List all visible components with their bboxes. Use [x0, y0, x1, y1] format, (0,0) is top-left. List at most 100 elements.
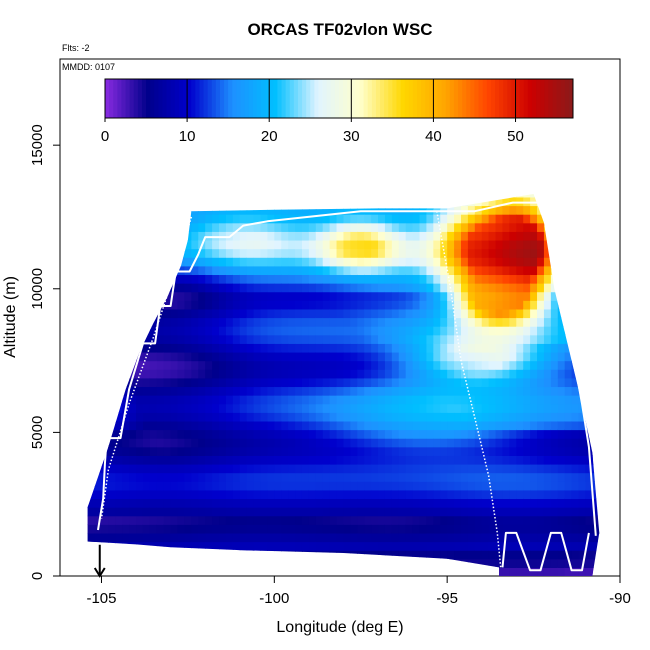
- colorbar-segment: [162, 79, 168, 118]
- heatmap-cell: [509, 550, 517, 560]
- heatmap-cell: [384, 317, 393, 327]
- heatmap-cell: [502, 438, 510, 448]
- heatmap-cell: [502, 317, 510, 327]
- heatmap-cell: [433, 351, 441, 362]
- heatmap-cell: [447, 351, 455, 362]
- heatmap-cell: [350, 265, 358, 276]
- heatmap-cell: [336, 334, 345, 344]
- heatmap-cell: [523, 550, 531, 560]
- heatmap-cell: [454, 343, 462, 353]
- heatmap-cell: [232, 222, 241, 232]
- heatmap-cell: [495, 334, 504, 344]
- heatmap-cell: [350, 360, 358, 370]
- heatmap-cell: [315, 481, 324, 491]
- heatmap-cell: [391, 420, 400, 431]
- heatmap-cell: [115, 455, 123, 465]
- heatmap-cell: [578, 438, 587, 448]
- heatmap-cell: [336, 481, 345, 491]
- heatmap-cell: [364, 291, 372, 301]
- heatmap-cell: [398, 283, 407, 293]
- heatmap-cell: [343, 498, 351, 508]
- heatmap-cell: [384, 205, 393, 215]
- heatmap-cell: [557, 334, 566, 344]
- heatmap-cell: [336, 257, 345, 267]
- heatmap-cell: [433, 257, 441, 267]
- heatmap-cell: [419, 334, 428, 344]
- heatmap-cell: [571, 455, 580, 465]
- heatmap-cell: [350, 239, 358, 250]
- colorbar-segment: [449, 79, 455, 118]
- heatmap-cell: [426, 343, 434, 353]
- heatmap-cell: [170, 532, 179, 543]
- heatmap-cell: [405, 283, 414, 293]
- heatmap-cell: [530, 283, 538, 293]
- colorbar-segment: [384, 79, 389, 118]
- heatmap-cell: [163, 541, 172, 551]
- heatmap-cell: [530, 222, 538, 232]
- heatmap-cell: [523, 360, 531, 370]
- heatmap-cell: [170, 291, 179, 301]
- heatmap-cell: [384, 429, 393, 439]
- heatmap-cell: [412, 231, 421, 241]
- heatmap-cell: [246, 403, 255, 413]
- heatmap-cell: [523, 283, 531, 293]
- heatmap-cell: [467, 446, 476, 456]
- heatmap-cell: [488, 412, 497, 422]
- heatmap-cell: [378, 532, 386, 543]
- colorbar-segment: [133, 79, 139, 118]
- heatmap-cell: [253, 317, 262, 327]
- heatmap-cell: [267, 455, 275, 465]
- heatmap-cell: [198, 369, 206, 379]
- heatmap-cell: [488, 283, 497, 293]
- heatmap-cell: [495, 524, 504, 534]
- heatmap-cell: [371, 239, 379, 250]
- heatmap-cell: [516, 463, 524, 474]
- heatmap-cell: [537, 248, 545, 258]
- heatmap-cell: [301, 438, 310, 448]
- heatmap-cell: [537, 274, 545, 284]
- heatmap-cell: [239, 429, 248, 439]
- heatmap-cell: [336, 386, 345, 396]
- heatmap-cell: [177, 343, 186, 353]
- heatmap-cell: [115, 507, 123, 517]
- heatmap-cell: [301, 403, 310, 413]
- heatmap-cell: [260, 446, 268, 456]
- heatmap-cell: [350, 498, 358, 508]
- heatmap-cell: [474, 265, 483, 276]
- heatmap-cell: [177, 308, 186, 319]
- heatmap-cell: [129, 386, 137, 396]
- heatmap-cell: [378, 481, 386, 491]
- heatmap-cell: [336, 507, 345, 517]
- heatmap-cell: [550, 308, 559, 319]
- heatmap-cell: [550, 403, 559, 413]
- heatmap-cell: [474, 455, 483, 465]
- heatmap-cell: [474, 507, 483, 517]
- heatmap-cell: [454, 472, 462, 482]
- heatmap-cell: [170, 403, 179, 413]
- heatmap-cell: [122, 524, 130, 534]
- heatmap-cell: [405, 334, 414, 344]
- heatmap-cell: [329, 274, 338, 284]
- heatmap-cell: [481, 524, 490, 534]
- heatmap-cell: [357, 214, 365, 224]
- heatmap-cell: [232, 239, 241, 250]
- heatmap-cell: [357, 265, 365, 276]
- heatmap-cell: [253, 472, 262, 482]
- heatmap-cell: [219, 507, 227, 517]
- heatmap-cell: [350, 351, 358, 362]
- heatmap-cell: [163, 420, 172, 431]
- colorbar-segment: [125, 79, 131, 118]
- heatmap-cell: [281, 360, 289, 370]
- x-axis: -105 -100 -95 -90: [86, 576, 631, 607]
- heatmap-cell: [129, 524, 137, 534]
- heatmap-cell: [412, 274, 421, 284]
- heatmap-cell: [260, 248, 268, 258]
- heatmap-cell: [136, 481, 144, 491]
- heatmap-cell: [398, 334, 407, 344]
- heatmap-cell: [357, 231, 365, 241]
- heatmap-cell: [564, 351, 573, 362]
- heatmap-cell: [191, 507, 199, 517]
- heatmap-cell: [281, 343, 289, 353]
- heatmap-cell: [156, 360, 165, 370]
- heatmap-cell: [322, 300, 331, 310]
